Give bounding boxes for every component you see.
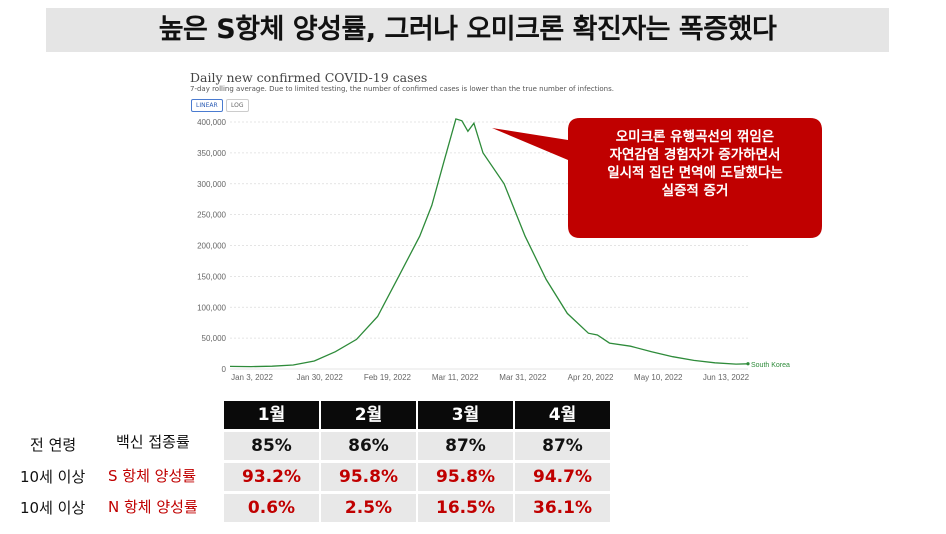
row-group: 10세 이상 xyxy=(20,468,86,486)
table-cell: 0.6% xyxy=(224,494,319,522)
row-metric: S 항체 양성률 xyxy=(108,467,197,485)
y-tick-label: 150,000 xyxy=(197,272,226,281)
y-tick-label: 100,000 xyxy=(197,303,226,312)
table-cell: 85% xyxy=(224,432,319,460)
table-cell: 95.8% xyxy=(321,463,416,491)
line-chart: 0 50,000 100,000 150,000 200,000 250,000 300,0… xyxy=(197,118,790,382)
callout-line: 일시적 집단 면역에 도달했다는 xyxy=(607,165,783,181)
y-tick-label: 300,000 xyxy=(197,180,226,189)
chart-subtitle: 7-day rolling average. Due to limited te… xyxy=(190,85,614,93)
row-group: 10세 이상 xyxy=(20,499,86,517)
y-tick-label: 50,000 xyxy=(202,334,227,343)
table-cell: 86% xyxy=(321,432,416,460)
callout-line: 오미크론 유행곡선의 꺾임은 xyxy=(615,129,775,145)
x-tick-label: Feb 19, 2022 xyxy=(364,373,412,382)
linear-toggle[interactable]: LINEAR xyxy=(191,99,223,112)
month-header: 1월 xyxy=(224,401,319,429)
month-header: 2월 xyxy=(321,401,416,429)
callout-text: 오미크론 유행곡선의 꺾임은 자연감염 경험자가 증가하면서 일시적 집단 면역… xyxy=(568,128,822,200)
x-tick-label: Jun 13, 2022 xyxy=(703,373,750,382)
table-cell: 95.8% xyxy=(418,463,513,491)
series-end-point xyxy=(746,362,750,366)
table-cell: 94.7% xyxy=(515,463,610,491)
month-header: 4월 xyxy=(515,401,610,429)
series-line xyxy=(229,118,749,368)
series-label: South Korea xyxy=(751,362,790,369)
y-tick-label: 200,000 xyxy=(197,242,226,251)
table-cell: 16.5% xyxy=(418,494,513,522)
chart-title: Daily new confirmed COVID-19 cases xyxy=(190,70,428,85)
x-tick-label: Mar 11, 2022 xyxy=(432,373,479,382)
table-cell: 93.2% xyxy=(224,463,319,491)
table-cell: 2.5% xyxy=(321,494,416,522)
callout-line: 자연감염 경험자가 증가하면서 xyxy=(609,147,781,163)
table-cell: 87% xyxy=(418,432,513,460)
x-tick-label: Mar 31, 2022 xyxy=(499,373,547,382)
row-group: 전 연령 xyxy=(30,436,77,454)
log-toggle[interactable]: LOG xyxy=(226,99,249,112)
y-tick-label: 350,000 xyxy=(197,149,226,158)
x-tick-label: Jan 30, 2022 xyxy=(297,373,344,382)
x-tick-label: Apr 20, 2022 xyxy=(568,373,614,382)
title-bar: 높은 S항체 양성률, 그러나 오미크론 확진자는 폭증했다 xyxy=(46,8,889,52)
table-cell: 36.1% xyxy=(515,494,610,522)
x-tick-label: Jan 3, 2022 xyxy=(231,373,273,382)
month-header: 3월 xyxy=(418,401,513,429)
slide-title: 높은 S항체 양성률, 그러나 오미크론 확진자는 폭증했다 xyxy=(158,14,777,45)
y-tick-label: 400,000 xyxy=(197,118,226,127)
row-metric: 백신 접종률 xyxy=(116,433,190,451)
x-tick-label: May 10, 2022 xyxy=(634,373,683,382)
y-tick-label: 0 xyxy=(222,365,227,374)
y-tick-label: 250,000 xyxy=(197,211,226,220)
table-cell: 87% xyxy=(515,432,610,460)
row-metric: N 항체 양성률 xyxy=(108,498,198,516)
callout-line: 실증적 증거 xyxy=(661,183,729,199)
